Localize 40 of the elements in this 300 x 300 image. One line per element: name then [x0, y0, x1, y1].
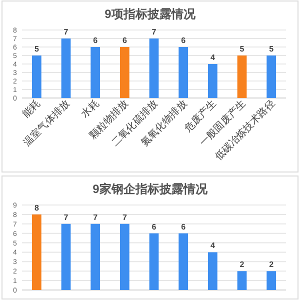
bar [61, 224, 71, 290]
data-label: 6 [181, 222, 186, 232]
data-label: 6 [152, 222, 157, 232]
bar [178, 233, 188, 290]
bar [149, 233, 159, 290]
data-label: 4 [210, 241, 216, 250]
data-label: 6 [93, 36, 98, 45]
x-tick-label: 能耗 [20, 98, 43, 120]
data-label: 7 [64, 212, 69, 222]
bar [32, 56, 42, 98]
bar [120, 47, 130, 98]
data-label: 2 [240, 260, 245, 270]
data-label: 6 [122, 36, 128, 45]
bar [266, 271, 276, 290]
bar [266, 56, 276, 98]
chart-title: 9家钢企指标披露情况 [92, 182, 208, 196]
bar [32, 214, 42, 290]
chart-title: 9项指标披露情况 [104, 7, 196, 21]
data-label: 7 [152, 28, 157, 36]
bar [61, 38, 71, 98]
bar [178, 47, 188, 98]
data-label: 7 [122, 212, 128, 222]
data-label: 8 [34, 203, 40, 212]
data-label: 2 [269, 260, 274, 270]
bar [149, 38, 159, 98]
bar [208, 252, 218, 290]
bar [208, 64, 218, 98]
data-label: 5 [34, 44, 40, 54]
data-label: 4 [210, 53, 216, 62]
bar [120, 224, 130, 290]
data-label: 7 [93, 212, 98, 222]
x-tick-label: 水耗 [78, 98, 102, 120]
bar [90, 47, 100, 98]
data-label: 6 [181, 36, 186, 45]
bar [237, 56, 247, 98]
bar [237, 271, 247, 290]
data-label: 5 [240, 44, 245, 54]
data-label: 7 [64, 28, 69, 36]
bar [90, 224, 100, 290]
data-label: 5 [269, 44, 274, 54]
